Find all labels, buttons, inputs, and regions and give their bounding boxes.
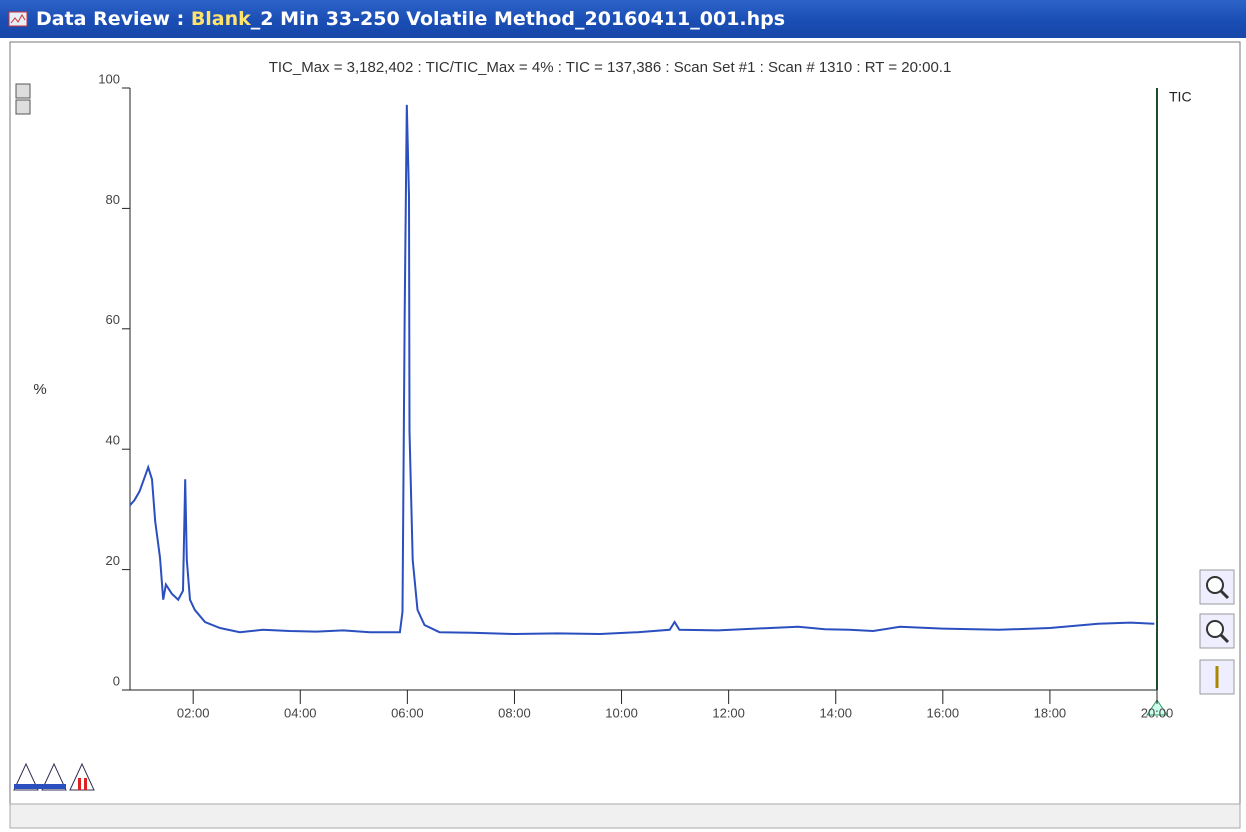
chart-frame (9, 41, 1241, 805)
chart-header: TIC_Max = 3,182,402 : TIC/TIC_Max = 4% :… (269, 59, 952, 76)
x-tick-label: 04:00 (284, 705, 317, 720)
title-highlight: Blank (190, 8, 251, 30)
rt-marker[interactable] (1146, 699, 1168, 716)
x-tick-label: 02:00 (177, 705, 210, 720)
x-tick-label: 18:00 (1034, 705, 1067, 720)
reset-zoom[interactable] (1199, 659, 1235, 695)
x-tick-label: 08:00 (498, 705, 531, 720)
zoom-in[interactable] (1199, 569, 1235, 605)
scroll-up[interactable] (15, 83, 31, 99)
title-bar: Data Review : Blank_2 Min 33-250 Volatil… (0, 0, 1246, 38)
y-tick-label: 0 (113, 673, 120, 688)
y-tick-label: 20 (106, 553, 120, 568)
zoom-out[interactable] (1199, 613, 1235, 649)
y-tick-label: 100 (98, 71, 120, 86)
x-tick-label: 10:00 (605, 705, 638, 720)
x-tick-label: 14:00 (819, 705, 852, 720)
series-label: TIC (1169, 89, 1192, 105)
title-prefix: Data Review : (36, 8, 185, 30)
chart: TIC_Max = 3,182,402 : TIC/TIC_Max = 4% :… (9, 41, 1241, 829)
y-tick-label: 40 (106, 433, 120, 448)
window-title: Data Review : Blank_2 Min 33-250 Volatil… (36, 8, 785, 30)
y-axis-label: % (33, 381, 46, 398)
title-rest: _2 Min 33-250 Volatile Method_20160411_0… (250, 8, 786, 30)
app-icon (8, 11, 28, 27)
horizontal-scrollbar[interactable] (9, 803, 1241, 829)
marker-tools[interactable] (13, 762, 95, 791)
y-tick-label: 60 (106, 312, 120, 327)
y-tick-label: 80 (106, 192, 120, 207)
x-tick-label: 16:00 (927, 705, 960, 720)
x-tick-label: 12:00 (712, 705, 745, 720)
scroll-down[interactable] (15, 99, 31, 115)
x-tick-label: 20:00 (1141, 705, 1174, 720)
tic-trace (129, 104, 1155, 636)
x-tick-label: 06:00 (391, 705, 424, 720)
